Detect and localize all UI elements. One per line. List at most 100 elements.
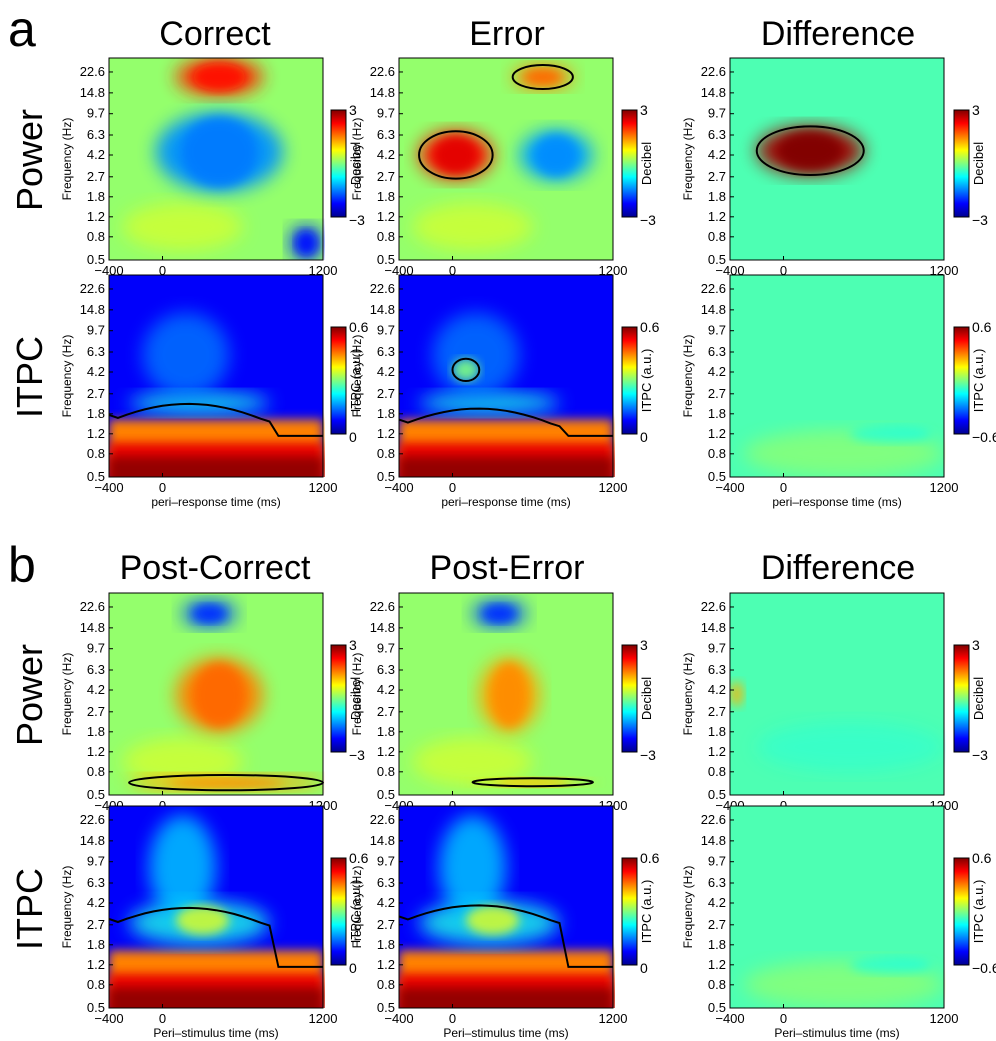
tf-cluster [412,202,533,252]
itpc-band-peak [109,456,323,477]
y-axis-label: Frequency (Hz) [60,653,74,736]
y-tick-label: 0.5 [708,787,726,802]
tf-map-a-error-power: 22.6 14.8 9.7 6.3 4.2 2.7 1.8 1.2 0.8 0.5 Frequenc… [350,57,628,292]
y-tick-label: 22.6 [370,599,395,614]
colorbar-gradient [330,857,347,966]
y-tick-label: 0.8 [87,764,105,779]
tf-cluster [432,312,520,398]
x-tick-label: 0 [780,480,787,495]
colorbar-gradient [621,326,638,435]
y-axis-label: Frequency (Hz) [350,653,364,736]
y-tick-label: 2.7 [377,386,395,401]
x-tick-label: 1200 [930,480,959,495]
col-title-difference-b: Difference [761,549,915,587]
y-tick-label: 1.8 [708,937,726,952]
tf-cluster [122,737,243,787]
colorbar-title: Decibel [971,142,986,185]
tf-cluster [452,358,480,381]
y-tick-label: 1.8 [87,937,105,952]
y-tick-label: 9.7 [708,323,726,338]
y-tick-label: 1.2 [87,209,105,224]
plot-frame [108,805,324,1009]
tf-cluster [193,605,226,623]
colorbar-min-label: −3 [972,747,988,763]
colorbar-max-label: 0.6 [349,319,369,335]
tf-map-a-difference-itpc: 22.6 14.8 9.7 6.3 4.2 2.7 1.8 1.2 0.8 0.5 Frequenc… [681,274,959,509]
colorbar-power: 3 −3 Decibel [621,637,656,763]
y-tick-label: 1.8 [377,406,395,421]
plot-frame [398,805,614,1009]
y-tick-label: 14.8 [370,833,395,848]
significance-contour [418,130,494,180]
plot-frame [398,592,614,796]
colorbar-max-label: 0.6 [349,850,369,866]
significance-contour [109,402,323,437]
tf-cluster [496,778,569,787]
tf-map-a-correct-power: 22.6 14.8 9.7 6.3 4.2 2.7 1.8 1.2 0.8 0.5 Frequenc… [60,57,338,292]
tf-map-b-post-correct-power: 22.6 14.8 9.7 6.3 4.2 2.7 1.8 1.2 0.8 0.5 Frequenc… [60,592,337,827]
x-tick-label: −400 [384,1011,413,1026]
tf-cluster [122,202,243,252]
y-tick-label: 6.3 [708,344,726,359]
colorbar-min-label: −3 [640,747,656,763]
y-tick-label: 1.8 [377,189,395,204]
y-tick-label: 2.7 [377,917,395,932]
y-tick-label: 2.7 [377,169,395,184]
y-axis-label: Frequency (Hz) [681,866,695,949]
y-tick-label: 9.7 [87,323,105,338]
significance-contour [755,125,865,177]
x-axis-label: Peri–stimulus time (ms) [153,1026,278,1040]
y-tick-label: 1.2 [708,744,726,759]
colorbar-min-label: 0 [640,429,648,445]
y-axis-label: Frequency (Hz) [681,653,695,736]
tf-cluster [439,814,506,920]
y-tick-label: 9.7 [377,854,395,869]
tf-cluster [534,134,579,176]
itpc-band-peak [109,987,323,1008]
y-tick-label: 0.8 [377,764,395,779]
y-tick-label: 4.2 [87,895,105,910]
x-tick-label: 1200 [599,263,628,278]
tf-cluster [296,231,317,256]
y-tick-label: 6.3 [87,875,105,890]
y-tick-label: 0.8 [708,764,726,779]
y-tick-label: 0.8 [708,977,726,992]
tf-map-b-post-correct-itpc: 22.6 14.8 9.7 6.3 4.2 2.7 1.8 1.2 0.8 0.5 Frequenc… [60,805,337,1040]
x-tick-label: 0 [449,263,456,278]
x-tick-label: −400 [94,263,123,278]
colorbar-title: ITPC (a.u.) [639,349,654,413]
x-tick-label: 0 [780,1011,787,1026]
colorbar-itpc: 0.6 −0.6 ITPC (a.u.) [953,319,996,445]
y-tick-label: 9.7 [377,641,395,656]
colorbar-power: 3 −3 Decibel [621,102,656,228]
y-tick-label: 1.2 [87,957,105,972]
colorbar-gradient [953,109,970,218]
y-axis-label: Frequency (Hz) [681,335,695,418]
colorbar-title: Decibel [639,142,654,185]
x-tick-label: 1200 [309,263,338,278]
y-tick-label: 14.8 [80,833,105,848]
y-tick-label: 6.3 [708,127,726,142]
plot-frame [108,592,324,796]
y-tick-label: 9.7 [377,106,395,121]
y-tick-label: 0.5 [377,252,395,267]
y-axis-label: Frequency (Hz) [60,866,74,949]
colorbar-gradient [621,857,638,966]
y-tick-label: 22.6 [370,64,395,79]
y-tick-label: 1.8 [708,406,726,421]
x-tick-label: −400 [94,1011,123,1026]
tf-cluster [419,392,560,414]
panel-letter-a: a [8,1,36,57]
y-tick-label: 22.6 [370,812,395,827]
y-tick-label: 22.6 [701,812,726,827]
y-tick-label: 4.2 [708,682,726,697]
colorbar-min-label: 0 [640,960,648,976]
significance-contour [109,906,323,968]
y-tick-label: 2.7 [87,386,105,401]
y-axis-label: Frequency (Hz) [60,118,74,201]
tf-cluster [483,605,516,623]
colorbar-gradient [330,326,347,435]
y-tick-label: 22.6 [370,281,395,296]
colorbar-itpc: 0.6 0 ITPC (a.u.) [621,850,660,976]
